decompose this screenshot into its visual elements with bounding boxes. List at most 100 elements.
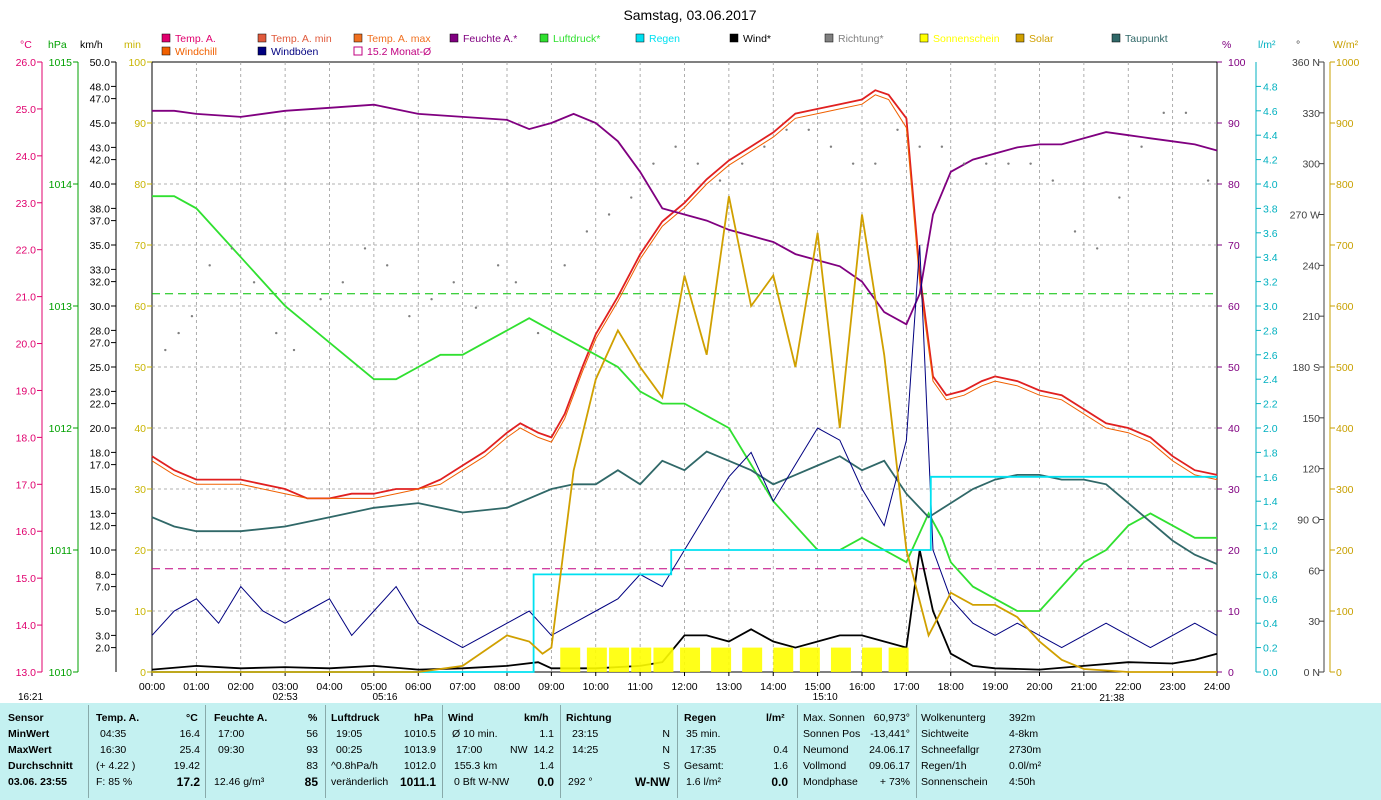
stats-value: 19:05: [336, 728, 363, 740]
stats-value: Mondphase: [803, 776, 858, 788]
stats-row-label: Durchschnitt: [8, 760, 73, 772]
direction-point: [208, 264, 211, 267]
min-tick-label: 20: [134, 545, 146, 557]
direction-tick-label: 300: [1302, 159, 1320, 171]
wind-tick-label: 33.0: [90, 264, 111, 276]
legend-label: Temp. A.: [175, 33, 216, 45]
stats-value: Neumond: [803, 744, 849, 756]
direction-point: [430, 298, 433, 301]
stats-value: 12.46 g/m³: [214, 776, 265, 788]
wind-tick-label: 32.0: [90, 277, 111, 289]
wind-tick-label: 18.0: [90, 447, 111, 459]
x-tick-label: 14:00: [760, 681, 786, 693]
stats-dir-title: Richtung: [566, 712, 612, 724]
wind-tick-label: 5.0: [95, 606, 110, 618]
stats-wind-title: Wind: [448, 712, 474, 724]
solar-tick-label: 100: [1336, 606, 1354, 618]
wind-tick-label: 42.0: [90, 155, 111, 167]
stats-value: Wolkenunterg: [921, 712, 986, 724]
temp-tick-label: 23.0: [16, 198, 37, 210]
stats-value: 17:00: [456, 744, 483, 756]
direction-tick-label: 30: [1308, 616, 1320, 628]
stats-value: Sichtweite: [921, 728, 969, 740]
stats-panel: Sensor MinWert MaxWert Durchschnitt 03.0…: [0, 703, 1381, 800]
stats-value: 16:30: [100, 744, 127, 756]
direction-point: [829, 145, 833, 148]
legend-label: 15.2 Monat-Ø: [367, 46, 431, 58]
solar-tick-label: 400: [1336, 423, 1354, 435]
min-tick-label: 30: [134, 484, 146, 496]
stats-value: 93: [306, 744, 318, 756]
wind-tick-label: 10.0: [90, 545, 111, 557]
legend-label: Regen: [649, 33, 680, 45]
stats-current: 1011.1: [399, 775, 436, 789]
stats-press-title: Luftdruck: [331, 712, 380, 724]
legend-swatch: [353, 33, 363, 43]
direction-point: [918, 145, 921, 148]
wind-tick-label: 27.0: [90, 338, 111, 350]
stats-value: 1012.0: [403, 760, 436, 772]
temp-tick-label: 20.0: [16, 339, 37, 351]
wind-tick-label: 43.0: [90, 142, 111, 154]
stats-value: Gesamt:: [684, 760, 724, 772]
chart-legend: Temp. A. Temp. A. min Temp. A. max Feuchte …: [161, 33, 1168, 58]
legend-swatch: [161, 46, 171, 56]
temp-tick-label: 17.0: [16, 479, 37, 491]
wind-tick-label: 7.0: [95, 582, 110, 594]
rain-tick-label: 1.0: [1263, 545, 1278, 557]
stats-value: 392m: [1009, 712, 1036, 724]
x-tick-label: 05:00: [361, 681, 387, 693]
direction-tick-label: 90 O: [1297, 515, 1320, 527]
stats-value: 23:15: [572, 728, 599, 740]
direction-point: [630, 196, 633, 199]
rain-tick-label: 2.2: [1263, 399, 1278, 411]
axis-unit-lm2: l/m²: [1258, 39, 1276, 51]
stats-value: 16.4: [179, 728, 200, 740]
wind-tick-label: 35.0: [90, 240, 111, 252]
direction-point: [1095, 247, 1099, 250]
min-tick-label: 40: [134, 423, 146, 435]
legend-swatch: [449, 33, 459, 43]
rain-tick-label: 3.6: [1263, 228, 1278, 240]
stats-value: ^0.8hPa/h: [331, 760, 378, 772]
stats-value: 0.4: [773, 744, 788, 756]
direction-point: [1162, 111, 1165, 115]
x-tick-label: 09:00: [538, 681, 564, 693]
stats-value: 1.6: [773, 760, 788, 772]
stats-value: 25.4: [179, 744, 200, 756]
rain-tick-label: 4.8: [1263, 81, 1278, 93]
stats-current: W-NW: [634, 775, 670, 789]
wind-tick-label: 25.0: [90, 362, 111, 374]
direction-point: [807, 128, 810, 131]
humidity-tick-label: 90: [1228, 118, 1240, 130]
legend-label: Windchill: [175, 46, 217, 58]
legend-swatch: [257, 46, 267, 56]
direction-point: [563, 264, 566, 267]
x-tick-label: 11:00: [627, 681, 653, 693]
stats-value: S: [662, 760, 670, 772]
direction-point: [177, 331, 180, 335]
stats-value: 1.6 l/m²: [686, 776, 722, 788]
x-tick-label: 16:00: [849, 681, 875, 693]
wind-tick-label: 38.0: [90, 203, 111, 215]
direction-point: [1206, 179, 1210, 182]
stats-value: 0 Bft W-NW: [454, 776, 510, 788]
solar-line: [152, 196, 1217, 673]
axis-unit-hpa: hPa: [48, 39, 67, 51]
stats-value: 1010.5: [403, 728, 436, 740]
rain-tick-label: 2.6: [1263, 350, 1278, 362]
rain-tick-label: 3.0: [1263, 301, 1278, 313]
wind-tick-label: 12.0: [90, 521, 111, 533]
sun-marker-label: 02:53: [273, 692, 298, 703]
stats-value: 09:30: [218, 744, 245, 756]
stats-value: 56: [306, 728, 318, 740]
feuchte-a-line: [152, 103, 1218, 326]
legend-label: Richtung*: [838, 33, 884, 45]
stats-value: -13,441°: [870, 728, 910, 740]
rain-tick-label: 4.2: [1263, 155, 1278, 167]
direction-point: [585, 230, 589, 233]
direction-point: [1007, 162, 1010, 165]
wind-tick-label: 37.0: [90, 216, 111, 228]
direction-point: [292, 348, 296, 352]
pressure-tick-label: 1010: [49, 667, 73, 679]
